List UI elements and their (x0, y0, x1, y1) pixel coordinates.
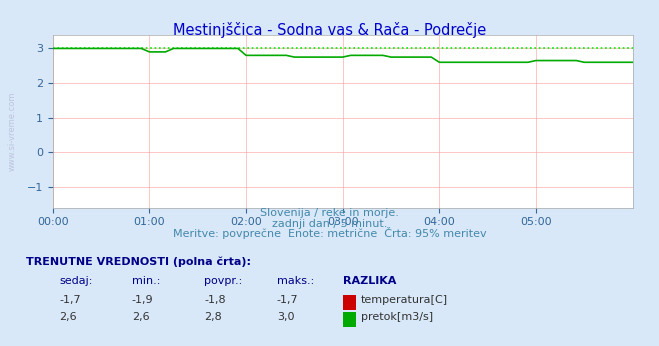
Text: -1,7: -1,7 (59, 295, 81, 305)
Text: 2,6: 2,6 (132, 312, 150, 322)
Text: -1,7: -1,7 (277, 295, 299, 305)
Text: RAZLIKA: RAZLIKA (343, 276, 396, 286)
Text: -1,8: -1,8 (204, 295, 226, 305)
Text: 2,6: 2,6 (59, 312, 77, 322)
Text: 2,8: 2,8 (204, 312, 222, 322)
Text: TRENUTNE VREDNOSTI (polna črta):: TRENUTNE VREDNOSTI (polna črta): (26, 256, 251, 267)
Text: povpr.:: povpr.: (204, 276, 243, 286)
Text: Meritve: povprečne  Enote: metrične  Črta: 95% meritev: Meritve: povprečne Enote: metrične Črta:… (173, 227, 486, 239)
Text: zadnji dan / 5 minut.: zadnji dan / 5 minut. (272, 219, 387, 229)
Text: temperatura[C]: temperatura[C] (361, 295, 448, 305)
Text: sedaj:: sedaj: (59, 276, 93, 286)
Text: -1,9: -1,9 (132, 295, 154, 305)
Text: maks.:: maks.: (277, 276, 314, 286)
Text: min.:: min.: (132, 276, 160, 286)
Text: 3,0: 3,0 (277, 312, 295, 322)
Text: Slovenija / reke in morje.: Slovenija / reke in morje. (260, 208, 399, 218)
Text: pretok[m3/s]: pretok[m3/s] (361, 312, 433, 322)
Text: Mestinjščica - Sodna vas & Rača - Podrečje: Mestinjščica - Sodna vas & Rača - Podreč… (173, 22, 486, 38)
Text: www.si-vreme.com: www.si-vreme.com (8, 92, 17, 171)
